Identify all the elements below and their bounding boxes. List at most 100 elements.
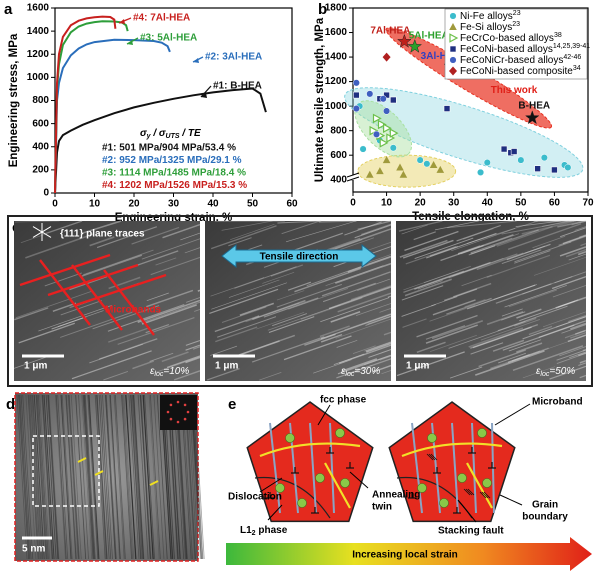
- lattice-fringe: [121, 394, 132, 560]
- slip-trace: [44, 272, 82, 287]
- lattice-fringe: [55, 394, 66, 560]
- lattice-fringe: [42, 394, 54, 560]
- fft-spot: [166, 410, 170, 414]
- panel-label: d: [6, 396, 15, 413]
- slip-trace: [132, 360, 154, 370]
- stacking-fault: [428, 453, 436, 461]
- summary-line: #2: 952 MPa/1325 MPa/29.1 %: [102, 155, 242, 166]
- slip-trace: [162, 223, 201, 239]
- x-tick-label: 20: [415, 198, 427, 209]
- x-tick-label: 10: [381, 198, 393, 209]
- slip-trace: [486, 310, 524, 326]
- lattice-fringe: [96, 394, 108, 560]
- x-tick-label: 50: [515, 198, 527, 209]
- slip-trace: [476, 252, 524, 271]
- stacking-fault: [463, 488, 471, 496]
- slip-trace: [559, 246, 587, 257]
- slip-trace: [552, 285, 587, 298]
- slip-trace: [516, 342, 543, 353]
- point: [449, 23, 457, 30]
- slip-trace: [89, 236, 115, 247]
- slip-trace: [364, 341, 392, 352]
- slip-trace: [117, 317, 195, 345]
- y-tick-label: 1000: [325, 101, 348, 112]
- slip-trace: [466, 284, 536, 310]
- slip-trace: [396, 351, 465, 377]
- slip-trace: [464, 299, 486, 308]
- slip-trace: [344, 313, 392, 331]
- slip-trace: [570, 322, 587, 330]
- slip-trace: [416, 341, 446, 354]
- legend-ref: 23: [512, 21, 520, 28]
- slip-trace: [443, 288, 478, 302]
- defect-arrow: [77, 457, 87, 463]
- stacking-fault: [479, 491, 487, 499]
- slip-trace: [383, 331, 392, 336]
- slip-trace: [206, 368, 240, 381]
- slip-trace: [470, 229, 539, 255]
- twin-label: twin: [372, 502, 392, 513]
- y-tick-label: 0: [43, 188, 49, 199]
- panel-label: b: [318, 1, 327, 18]
- text-part: loc: [540, 371, 549, 378]
- slip-trace: [512, 345, 584, 371]
- text-part: σ: [140, 128, 147, 139]
- lattice-fringe: [43, 394, 55, 560]
- slip-trace: [25, 233, 95, 259]
- legend-ref: 34: [573, 65, 581, 72]
- panel-frame: [7, 215, 593, 387]
- grain: [246, 401, 374, 523]
- slip-trace: [184, 247, 201, 254]
- slip-trace: [492, 339, 525, 352]
- slip-trace: [423, 265, 471, 284]
- axis-break: [346, 176, 360, 182]
- lattice-fringe: [32, 394, 44, 560]
- slip-trace: [532, 235, 566, 249]
- slip-trace: [475, 350, 545, 376]
- slip-trace: [306, 265, 363, 287]
- slip-trace: [490, 347, 549, 370]
- lattice-fringe: [36, 394, 48, 560]
- point: [510, 148, 518, 155]
- point: [389, 128, 399, 138]
- slip-trace: [258, 372, 282, 381]
- slip-trace: [320, 333, 343, 343]
- microband: [329, 422, 335, 514]
- point: [449, 45, 457, 53]
- slip-trace: [501, 311, 526, 321]
- slip-trace: [498, 352, 527, 364]
- slip-trace: [357, 220, 392, 230]
- legend-ref: 14,25,39-41: [553, 43, 590, 50]
- x-tick-label: 60: [549, 198, 561, 209]
- slip-trace: [367, 315, 392, 325]
- slip-trace: [146, 292, 169, 302]
- slip-trace: [325, 265, 384, 287]
- slip-trace: [434, 220, 479, 231]
- boundary-label: Grain: [532, 500, 558, 511]
- point: [366, 170, 374, 178]
- x-tick-label: 20: [128, 199, 140, 210]
- slip-trace: [245, 302, 300, 323]
- slip-trace: [328, 286, 392, 310]
- leader: [267, 504, 283, 521]
- slip-trace: [108, 326, 151, 343]
- lattice-fringe: [83, 394, 95, 560]
- slip-trace: [413, 231, 436, 241]
- formula: σy / σUTS / TE: [140, 128, 201, 140]
- slip-trace: [52, 302, 77, 312]
- slip-trace: [14, 307, 49, 321]
- scale-bar-label: 1 μm: [24, 361, 47, 372]
- slip-trace: [449, 366, 483, 379]
- point: [423, 160, 431, 168]
- slip-trace: [478, 349, 527, 368]
- microband: [75, 273, 167, 307]
- slip-trace: [506, 243, 551, 261]
- slip-trace: [103, 370, 129, 381]
- slip-trace: [228, 237, 252, 247]
- slip-trace: [556, 352, 587, 364]
- curve-label: #4: 7Al-HEA: [133, 13, 190, 24]
- point: [383, 107, 391, 115]
- lattice-fringe: [84, 394, 96, 560]
- slip-trace: [217, 316, 277, 338]
- l12-particle: [285, 433, 295, 443]
